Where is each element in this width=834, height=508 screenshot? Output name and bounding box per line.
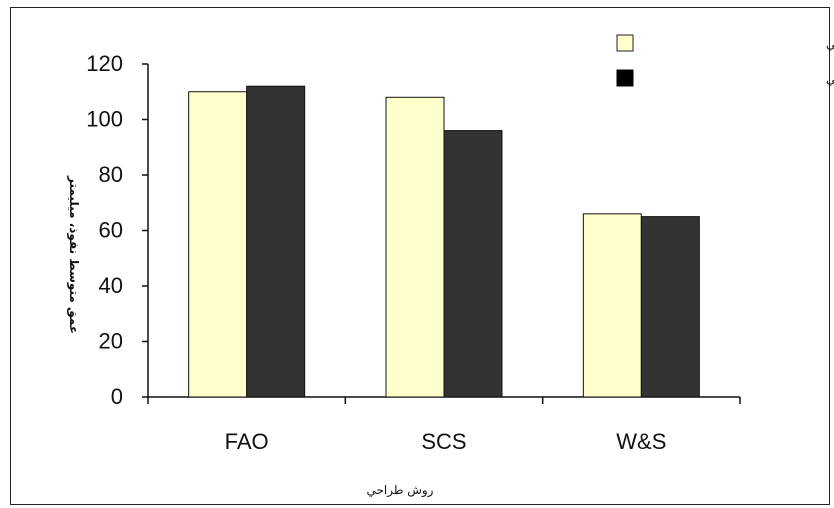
bar-ws-series-1 <box>582 213 642 398</box>
y-tick-label: 0 <box>111 384 123 409</box>
x-axis <box>147 396 741 404</box>
bar-fao-series-1 <box>188 91 248 398</box>
x-tick-label: SCS <box>421 429 466 454</box>
y-tick-label: 100 <box>86 107 123 132</box>
legend-label-measured: عمق متوسط نفوذ آزمايشي <box>826 71 834 87</box>
bar-ws-series-2 <box>640 216 700 398</box>
legend-label-design: عمق متوسط نفوذ طراحي <box>826 37 834 52</box>
bar-scs-series-2 <box>443 130 503 398</box>
bar-fao-series-2 <box>246 85 306 398</box>
x-axis-title: روش طراحي <box>367 483 434 498</box>
y-tick-label: 40 <box>99 273 123 298</box>
y-axis: 0 20 40 60 80 100 120 <box>86 51 149 409</box>
bar-scs-series-1 <box>385 96 445 398</box>
y-tick-label: 120 <box>86 51 123 76</box>
y-tick-label: 80 <box>99 162 123 187</box>
y-tick-label: 60 <box>99 218 123 243</box>
legend: عمق متوسط نفوذ طراحي عمق متوسط نفوذ آزما… <box>616 34 834 87</box>
y-axis-title: عمق متوسط نفوذ، ميليمتر <box>66 175 81 334</box>
legend-swatch-design <box>616 34 634 52</box>
legend-swatch-measured <box>616 69 634 87</box>
x-tick-labels: FAO SCS W&S <box>225 429 667 454</box>
bars <box>188 85 700 398</box>
x-tick-label: W&S <box>616 429 666 454</box>
x-tick-label: FAO <box>225 429 269 454</box>
y-tick-label: 20 <box>99 329 123 354</box>
